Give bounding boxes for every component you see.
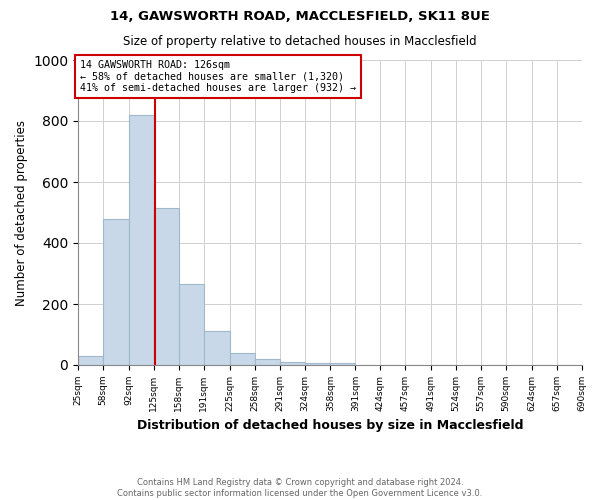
Bar (78, 356, 103, 365)
Text: Contains HM Land Registry data © Crown copyright and database right 2024.
Contai: Contains HM Land Registry data © Crown c… (118, 478, 482, 498)
Bar (254, 359, 280, 365)
Bar (204, 331, 230, 365)
Text: 14 GAWSWORTH ROAD: 126sqm
← 58% of detached houses are smaller (1,320)
41% of se: 14 GAWSWORTH ROAD: 126sqm ← 58% of detac… (80, 60, 356, 93)
Bar (154, 208, 179, 365)
X-axis label: Distribution of detached houses by size in Macclesfield: Distribution of detached houses by size … (137, 420, 523, 432)
Bar (179, 284, 204, 365)
Y-axis label: Number of detached properties: Number of detached properties (14, 120, 28, 306)
Text: Size of property relative to detached houses in Macclesfield: Size of property relative to detached ho… (123, 35, 477, 48)
Bar (280, 362, 305, 365)
Bar (103, 219, 129, 365)
Bar (129, 115, 154, 365)
Bar (331, 362, 355, 365)
Text: 14, GAWSWORTH ROAD, MACCLESFIELD, SK11 8UE: 14, GAWSWORTH ROAD, MACCLESFIELD, SK11 8… (110, 10, 490, 23)
Bar (230, 354, 254, 365)
Bar (305, 362, 331, 365)
